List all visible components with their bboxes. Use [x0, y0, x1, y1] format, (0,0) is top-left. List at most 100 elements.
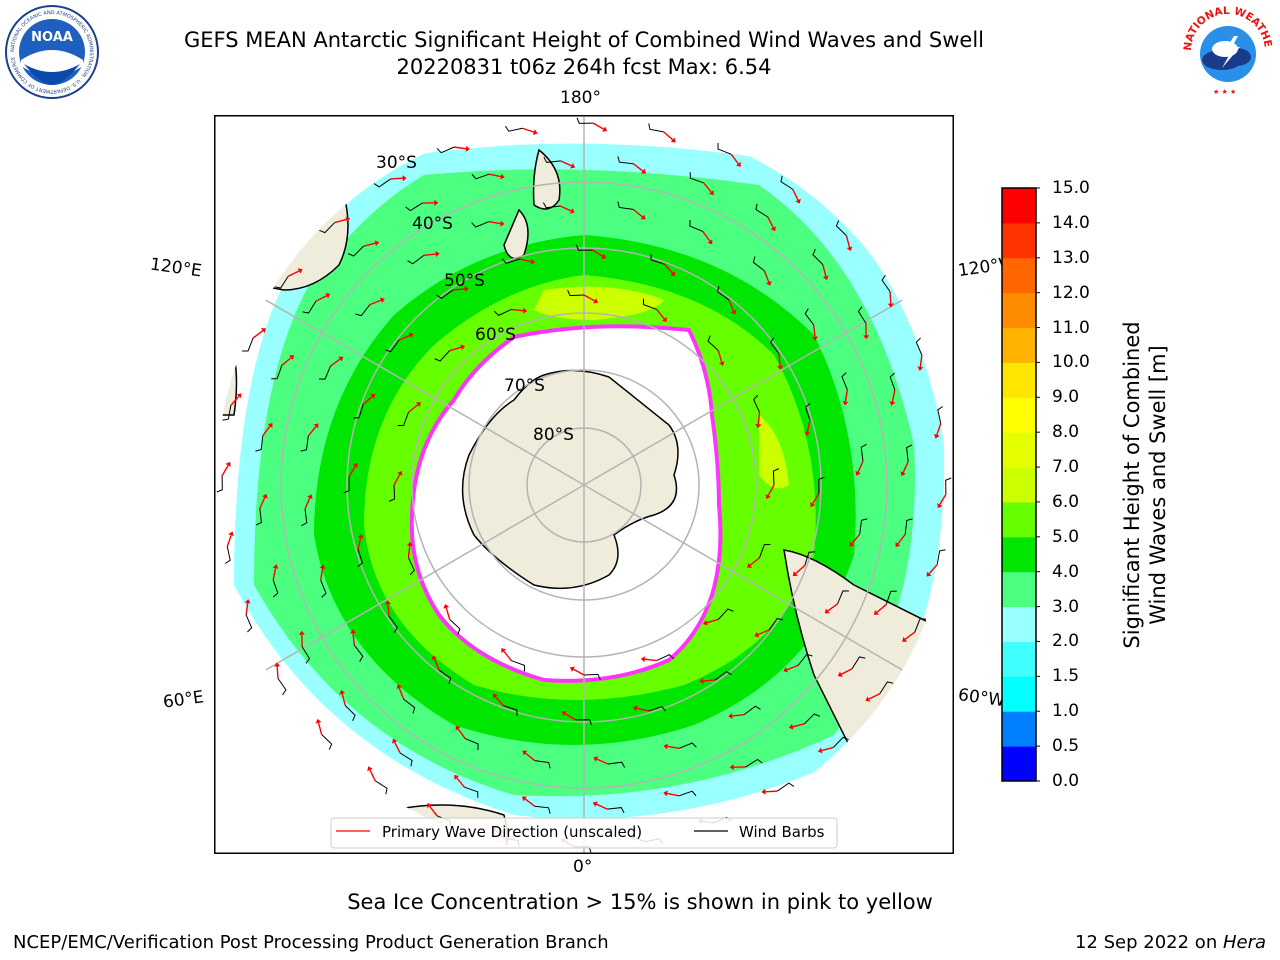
- wave-arrow-head: [937, 503, 943, 509]
- wave-arrow-head: [641, 168, 647, 174]
- wave-arrow-head: [260, 328, 266, 334]
- colorbar-tick-label: 12.0: [1052, 282, 1090, 303]
- legend-wave-direction: Primary Wave Direction (unscaled): [382, 823, 642, 841]
- wind-barb: [542, 202, 561, 209]
- wind-barb: [642, 298, 657, 310]
- wave-arrow-head: [900, 471, 906, 477]
- wave-arrow-head: [663, 790, 668, 797]
- colorbar-band: [1002, 362, 1036, 398]
- wind-barb: [471, 173, 490, 180]
- wave-arrow: [488, 221, 501, 225]
- wave-arrow-head: [500, 173, 505, 180]
- wind-barb: [835, 220, 847, 237]
- colorbar-band: [1002, 501, 1036, 538]
- wave-arrow: [307, 426, 317, 437]
- wave-arrow-head: [228, 531, 234, 537]
- wave-arrow-head: [837, 671, 843, 677]
- wave-arrow-head: [443, 603, 450, 609]
- wave-arrow-head: [849, 541, 855, 547]
- colorbar-tick-label: 10.0: [1052, 352, 1090, 373]
- wind-barb: [650, 253, 665, 265]
- wave-arrow-head: [313, 423, 319, 429]
- wind-barb: [768, 617, 784, 631]
- wave-arrow-head: [842, 401, 849, 406]
- wave-arrow: [812, 493, 820, 505]
- wave-arrow-head: [500, 220, 505, 227]
- wind-barb: [343, 476, 350, 494]
- wave-arrow: [315, 295, 328, 302]
- wave-arrow: [732, 713, 745, 717]
- wind-barb: [717, 143, 732, 155]
- wind-barb: [576, 117, 594, 124]
- wind-barb: [245, 614, 253, 633]
- legend-wind-barbs: Wind Barbs: [739, 823, 825, 841]
- wind-barb: [804, 551, 816, 566]
- wave-arrow: [767, 484, 775, 496]
- nws-logo: NATIONAL WEATHER SERVICE ★ ★ ★: [1178, 2, 1274, 96]
- wave-arrow-head: [593, 298, 599, 304]
- wave-arrow-head: [795, 198, 801, 204]
- wave-arrow: [320, 568, 324, 581]
- wave-arrow: [821, 746, 834, 752]
- wind-barb: [403, 698, 416, 714]
- wind-barb: [804, 308, 815, 326]
- wave-arrow: [663, 131, 674, 141]
- wind-barb: [857, 306, 867, 324]
- wave-arrow: [317, 722, 323, 735]
- wave-arrow: [757, 629, 770, 636]
- wave-arrow-head: [755, 423, 762, 429]
- footer-date: 12 Sep 2022 on Hera: [1075, 932, 1266, 953]
- wave-arrow: [702, 231, 711, 242]
- wave-arrow: [939, 493, 947, 505]
- wave-arrow: [452, 288, 465, 291]
- wave-arrow-head: [729, 764, 734, 771]
- wave-arrow: [494, 696, 504, 707]
- wave-arrow: [876, 604, 887, 613]
- wind-barb: [904, 518, 913, 535]
- wave-arrow: [272, 568, 277, 581]
- wind-barb: [797, 653, 813, 666]
- map-title: GEFS MEAN Antarctic Significant Height o…: [183, 28, 985, 52]
- wave-arrow: [792, 188, 799, 201]
- wave-arrow-head: [406, 541, 413, 547]
- wave-arrow-head: [289, 355, 295, 361]
- wave-arrow-head: [392, 738, 398, 744]
- wind-barb: [503, 705, 518, 717]
- wave-arrow-head: [345, 216, 351, 223]
- wave-arrow: [363, 242, 376, 247]
- colorbar-band: [1002, 292, 1036, 329]
- wave-arrow: [560, 160, 572, 167]
- wave-arrow: [936, 423, 942, 436]
- wave-arrow: [230, 395, 240, 406]
- wave-arrow-head: [810, 502, 816, 508]
- wind-barb: [255, 508, 262, 526]
- wave-arrow-head: [754, 631, 760, 638]
- wave-arrow-head: [522, 307, 528, 314]
- wave-arrow-head: [770, 226, 776, 232]
- lat-label-50s: 50°S: [444, 271, 485, 291]
- wave-arrow: [844, 389, 848, 402]
- wind-barb: [717, 608, 734, 620]
- wind-barb: [759, 543, 771, 558]
- wind-barb: [881, 274, 891, 292]
- wave-arrow-head: [415, 402, 421, 408]
- wave-arrow-head: [267, 422, 273, 428]
- colorbar-tick-label: 9.0: [1052, 387, 1080, 408]
- wave-arrow: [763, 270, 770, 283]
- colorbar-band: [1002, 641, 1036, 677]
- wave-arrow: [259, 497, 266, 509]
- wave-arrow: [656, 309, 665, 320]
- wind-barb: [837, 590, 849, 605]
- wave-arrow: [445, 607, 451, 620]
- colorbar-tick-label: 7.0: [1052, 457, 1080, 478]
- wind-barb: [408, 557, 415, 576]
- wind-barb: [607, 761, 626, 768]
- wind-barb: [714, 671, 732, 681]
- wave-arrow-head: [427, 803, 433, 809]
- colorbar-band: [1002, 397, 1036, 433]
- wave-arrow: [226, 534, 232, 547]
- wave-arrow: [394, 741, 401, 754]
- wind-barb: [274, 275, 289, 289]
- wave-arrow: [262, 425, 271, 437]
- wave-arrow: [592, 249, 604, 257]
